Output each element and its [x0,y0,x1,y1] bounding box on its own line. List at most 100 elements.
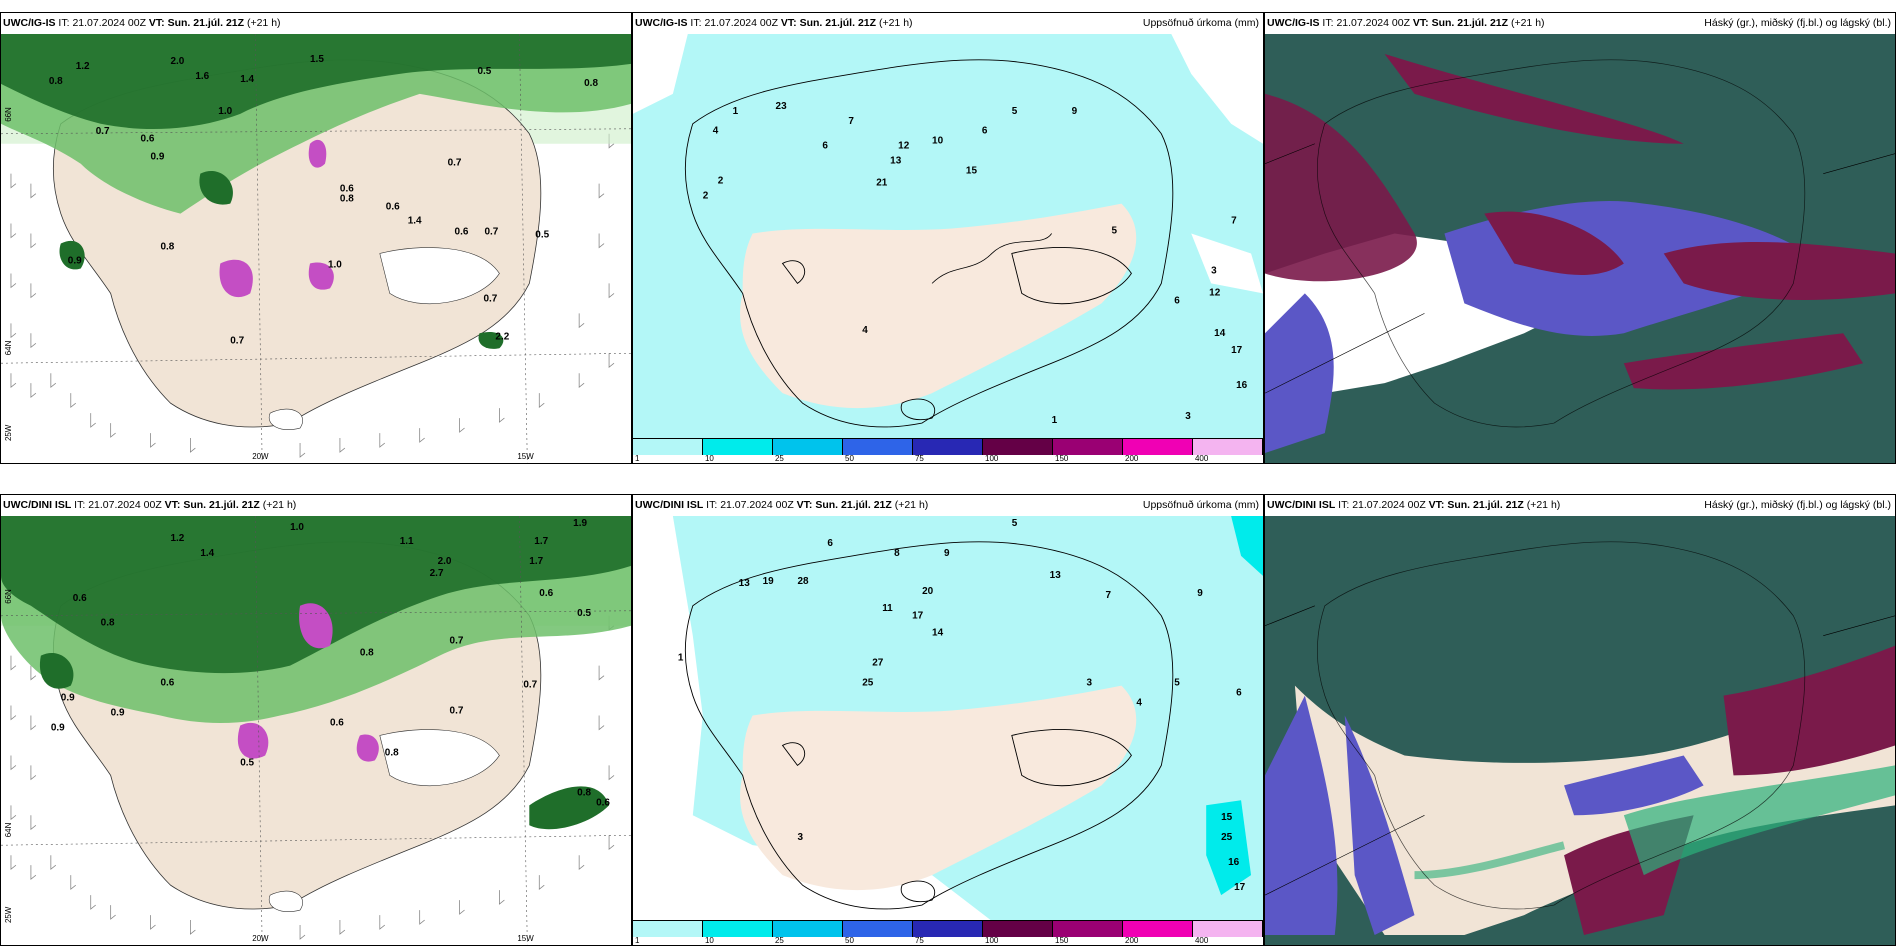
map-area[interactable]: 6 8 5 13 19 28 9 11 20 14 17 27 25 13 7 … [633,516,1263,921]
value-label: 15 [966,166,978,177]
map-title: Uppsöfnuð úrkoma (mm) [1142,499,1259,511]
value-label: 12 [898,141,910,152]
lead-time: (+21 h) [262,499,297,511]
dry-area [1171,34,1263,144]
value-label: 0.5 [240,757,254,768]
value-label: 25 [1221,832,1233,843]
colorbar-swatch [1193,439,1263,455]
map-title: Háský (gr.), miðský (fj.bl.) og lágský (… [1704,17,1891,29]
value-label: 0.5 [477,66,491,77]
colorbar-swatch [703,921,773,937]
colorbar-swatch [1053,921,1123,937]
axis-labels: 66N 64N 25W 20W 15W [4,589,534,943]
panel-dini-precipitation: UWC/DINI ISL IT: 21.07.2024 00Z VT: Sun.… [632,494,1264,946]
value-label: 6 [982,126,988,137]
it-value: 21.07.2024 00Z [1352,499,1426,511]
vt-label: VT: [780,17,797,29]
value-label: 0.7 [448,158,462,169]
value-label: 1 [733,106,739,117]
colorbar-swatch [773,439,843,455]
colorbar-ticks: 1 10 25 50 75 100 150 200 400 [633,937,1263,945]
value-label: 13 [890,156,902,167]
value-label: 11 [882,603,893,614]
value-label: 28 [797,576,809,587]
value-label: 0.8 [385,747,399,758]
panel-ig-is-precipitation: UWC/IG-IS IT: 21.07.2024 00Z VT: Sun. 21… [632,12,1264,464]
vt-value: Sun. 21.júl. 21Z [183,499,260,511]
lat-label-66n: 66N [4,589,13,604]
value-label: 0.5 [577,608,591,619]
lon-label-15w: 15W [517,452,534,461]
low-cloud-area [1723,645,1895,776]
map-area[interactable] [1265,516,1895,945]
value-label: 4 [713,126,719,137]
value-label: 5 [1012,518,1018,529]
value-label: 0.8 [577,787,591,798]
lead-time: (+21 h) [246,17,281,29]
axis-labels: 66N 64N 25W 20W 15W [4,107,534,461]
lead-time: (+21 h) [894,499,929,511]
glacier-outline [931,233,1053,284]
it-value: 21.07.2024 00Z [704,17,778,29]
value-label: 0.6 [160,678,174,689]
vt-value: Sun. 21.júl. 21Z [167,17,245,29]
grid-lines [1265,605,1895,896]
model-name: UWC/DINI ISL [3,499,72,511]
value-label: 17 [912,611,924,622]
value-label: 5 [1111,226,1117,237]
colorbar-swatches [633,439,1263,455]
value-label: 7 [1106,590,1112,601]
value-label: 0.6 [455,227,469,238]
value-label: 0.6 [340,184,354,195]
value-label: 0.8 [584,78,598,89]
value-label: 3 [797,832,803,843]
value-label: 1.6 [195,71,209,82]
it-label: IT: [706,499,718,511]
value-label: 0.6 [330,718,344,729]
panel-header: UWC/IG-IS IT: 21.07.2024 00Z VT: Sun. 21… [1265,13,1895,34]
value-label: 23 [776,101,788,112]
value-label: 6 [1174,295,1180,306]
value-label: 27 [872,658,884,669]
value-label: 4 [862,325,868,336]
mid-cloud-area [1265,293,1334,454]
map-area[interactable]: 1 4 23 6 13 21 7 12 10 15 6 9 5 2 4 5 3 … [633,34,1263,439]
dry-area [633,34,688,114]
value-label: 2 [703,191,709,202]
value-label: 0.8 [160,241,174,252]
it-value: 21.07.2024 00Z [720,499,794,511]
colorbar-swatches [633,921,1263,937]
value-label: 20 [922,586,934,597]
value-label: 3 [1087,678,1093,689]
map-title: Háský (gr.), miðský (fj.bl.) og lágský (… [1704,499,1891,511]
value-label: 0.6 [539,588,553,599]
value-label: 16 [1236,380,1248,391]
value-label: 13 [1050,570,1062,581]
colorbar-tick-label: 25 [774,936,784,945]
value-label: 16 [1228,857,1240,868]
it-value: 21.07.2024 00Z [72,17,146,29]
map-area[interactable]: 1.2 1.0 1.4 0.6 0.8 0.9 1.1 1.7 2.0 2.7 … [1,516,631,945]
value-label: 0.9 [151,152,165,163]
colorbar-swatch [1053,439,1123,455]
value-label: 0.8 [49,76,63,87]
map-area[interactable] [1265,34,1895,463]
value-labels: 6 8 5 13 19 28 9 11 20 14 17 27 25 13 7 … [678,518,1246,893]
colorbar-swatch [843,921,913,937]
value-label: 14 [1214,328,1226,339]
value-label: 2.2 [495,331,509,342]
colorbar-tick-label: 100 [985,454,999,463]
map-area[interactable]: 0.8 1.2 2.0 1.6 1.5 1.4 1.0 0.7 0.6 0.9 … [1,34,631,463]
vt-label: VT: [796,499,813,511]
colorbar-swatch [773,921,843,937]
value-label: 9 [1072,106,1078,117]
colorbar-tick-label: 50 [845,454,854,463]
value-label: 0.8 [101,618,115,629]
low-cloud-area [1663,241,1895,300]
lead-time: (+21 h) [1510,17,1545,29]
map-title: Uppsöfnuð úrkoma (mm) [1142,17,1259,29]
low-cloud-area [1265,93,1417,282]
value-label: 0.6 [596,797,610,808]
colorbar-swatch [1193,921,1263,937]
value-label: 1.0 [328,259,342,270]
